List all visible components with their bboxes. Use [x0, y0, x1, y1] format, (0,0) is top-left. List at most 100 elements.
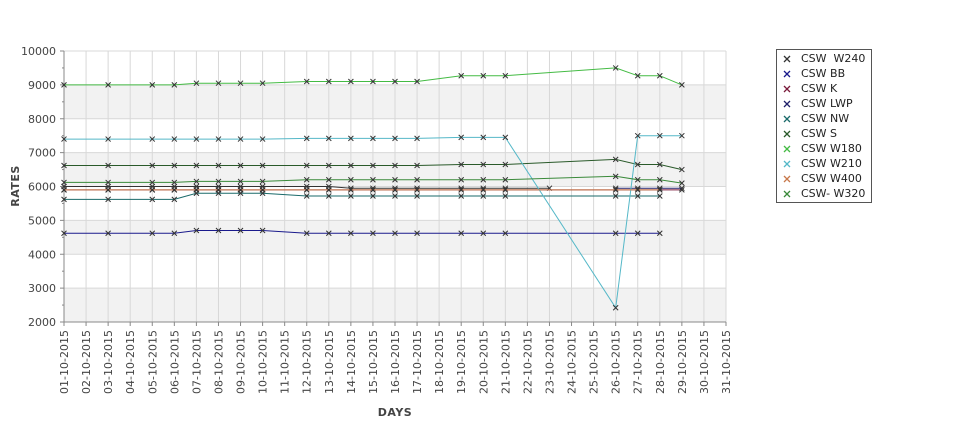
legend-marker-icon: [783, 145, 791, 152]
legend-item: CSW BB: [781, 66, 865, 81]
data-point: [215, 227, 222, 234]
series-5: [61, 190, 663, 203]
data-point: [656, 132, 663, 139]
data-point: [149, 82, 156, 88]
legend-item: CSW W180: [781, 141, 865, 156]
data-point: [634, 161, 641, 168]
data-point: [193, 162, 200, 169]
series-line: [64, 186, 550, 189]
data-point: [502, 72, 509, 79]
data-point: [171, 187, 178, 193]
series-7: [61, 65, 685, 88]
data-point: [414, 193, 420, 199]
x-tick-label: 13-10-2015: [323, 330, 336, 394]
data-point: [679, 185, 685, 192]
data-point: [215, 162, 222, 169]
x-tick-label: 20-10-2015: [477, 330, 490, 394]
data-point: [105, 196, 111, 203]
data-point: [325, 162, 332, 169]
data-point: [458, 187, 465, 193]
data-point: [480, 72, 487, 79]
data-point: [215, 187, 222, 193]
legend-item: CSW W210: [781, 156, 865, 171]
legend-item: CSW- W320: [781, 186, 865, 201]
y-tick-label: 10000: [21, 45, 56, 58]
x-tick-label: 16-10-2015: [389, 330, 402, 394]
x-tick-label: 15-10-2015: [367, 330, 380, 394]
data-point: [612, 156, 619, 163]
x-tick-label: 06-10-2015: [168, 330, 181, 394]
data-point: [502, 187, 509, 193]
data-point: [480, 187, 487, 193]
data-point: [171, 136, 178, 142]
data-point: [348, 230, 354, 237]
data-point: [193, 136, 200, 142]
data-point: [414, 162, 420, 169]
data-point: [679, 180, 685, 186]
legend-label: CSW S: [801, 127, 838, 140]
series-9: [61, 187, 663, 193]
x-axis-ticks: 01-10-2015 02-10-2015 03-10-2015 04-10-2015…: [58, 322, 733, 394]
data-point: [61, 162, 67, 169]
y-tick-label: 9000: [28, 79, 56, 92]
data-point: [348, 78, 354, 85]
series-line: [64, 192, 660, 200]
x-tick-label: 08-10-2015: [212, 330, 225, 394]
data-point: [259, 136, 266, 142]
data-point: [480, 193, 487, 199]
data-point: [61, 136, 67, 142]
data-point: [348, 176, 354, 183]
y-tick-label: 5000: [28, 214, 56, 227]
data-point: [171, 82, 178, 88]
data-point: [61, 82, 67, 88]
data-point: [679, 132, 685, 139]
legend-marker-icon: [783, 55, 791, 62]
legend-label: CSW NW: [801, 112, 850, 125]
data-point: [61, 179, 67, 186]
x-tick-label: 12-10-2015: [301, 330, 314, 394]
data-point: [237, 178, 244, 185]
data-point: [634, 230, 641, 237]
y-tick-label: 4000: [28, 248, 56, 261]
data-point: [348, 135, 354, 142]
legend-label: CSW BB: [801, 67, 846, 80]
data-point: [634, 72, 641, 79]
x-tick-label: 01-10-2015: [58, 330, 71, 394]
data-point: [348, 162, 354, 169]
data-point: [325, 187, 332, 193]
legend-item: CSW W240: [781, 51, 865, 66]
data-point: [656, 176, 663, 183]
data-point: [656, 193, 663, 199]
legend-marker-icon: [783, 160, 791, 167]
data-point: [656, 161, 663, 168]
data-point: [215, 80, 222, 87]
y-tick-label: 7000: [28, 147, 56, 160]
data-point: [149, 196, 156, 203]
data-point: [215, 178, 222, 185]
data-point: [502, 176, 509, 183]
data-point: [237, 227, 244, 234]
legend-item: CSW NW: [781, 111, 865, 126]
y-axis-title: RATES: [9, 165, 22, 207]
data-point: [679, 166, 685, 173]
x-tick-label: 21-10-2015: [499, 330, 512, 394]
data-point: [61, 196, 67, 203]
data-point: [303, 78, 310, 85]
x-tick-label: 19-10-2015: [455, 330, 468, 394]
data-point: [303, 193, 310, 199]
data-point: [105, 179, 111, 186]
x-tick-label: 25-10-2015: [588, 330, 601, 394]
series-10: [61, 173, 685, 186]
y-tick-label: 3000: [28, 282, 56, 295]
legend-item: CSW S: [781, 126, 865, 141]
data-point: [370, 193, 376, 199]
data-point: [303, 176, 310, 183]
legend-label: CSW W180: [801, 142, 862, 155]
data-point: [370, 162, 376, 169]
data-point: [414, 176, 420, 183]
data-point: [193, 227, 200, 234]
data-point: [325, 135, 332, 142]
x-tick-label: 26-10-2015: [610, 330, 623, 394]
legend-label: CSW- W320: [801, 187, 866, 200]
data-point: [171, 196, 178, 203]
